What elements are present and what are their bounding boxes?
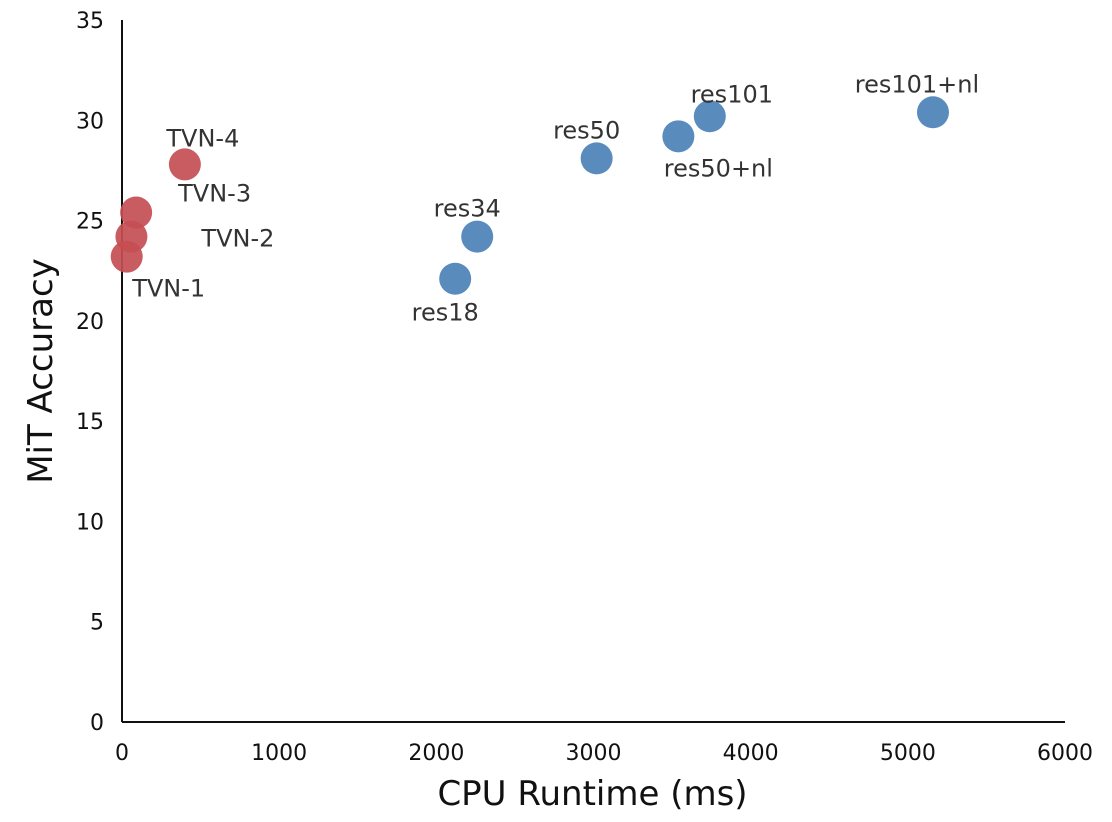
x-tick-label: 3000 [566,741,622,766]
y-tick-label: 15 [76,410,104,435]
data-point-tvn-3 [120,196,153,229]
y-axis-title: MiT Accuracy [21,258,61,484]
data-point-tvn-2 [115,220,148,253]
y-tick-label: 25 [76,210,104,235]
point-label: res34 [434,195,501,223]
point-label: TVN-4 [165,124,239,152]
x-tick-label: 1000 [251,741,307,766]
point-label: TVN-1 [131,275,205,303]
data-point-res50-nl [662,120,695,153]
point-label: res50 [553,116,620,144]
y-tick-label: 30 [76,109,104,134]
point-label: TVN-3 [177,180,251,208]
y-tick-label: 35 [76,9,104,34]
data-points [110,96,949,295]
y-tick-label: 10 [76,510,104,535]
data-point-res101-nl [916,96,949,129]
x-tick-label: 2000 [408,741,464,766]
x-axis-title: CPU Runtime (ms) [437,774,747,814]
point-label: res50+nl [664,154,773,182]
y-tick-label: 0 [90,711,104,736]
x-tick-label: 0 [115,741,129,766]
y-tick-label: 20 [76,310,104,335]
data-point-res18 [439,262,472,295]
point-label: res101+nl [855,70,979,98]
data-point-res101 [693,100,726,133]
x-axis-ticks: 0 1000 2000 3000 4000 5000 6000 [115,741,1093,766]
x-tick-label: 5000 [880,741,936,766]
point-label: TVN-2 [200,225,274,253]
y-axis-ticks: 0 5 10 15 20 25 30 35 [76,9,104,736]
point-label: res18 [412,299,479,327]
x-tick-label: 6000 [1037,741,1093,766]
data-point-res34 [461,220,494,253]
point-labels: TVN-1 TVN-2 TVN-3 TVN-4 res18 res34 res50 res50… [131,70,979,326]
point-label: res101 [691,80,773,108]
x-tick-label: 4000 [723,741,779,766]
y-tick-label: 5 [90,611,104,636]
data-point-res50 [580,142,613,175]
data-point-tvn-4 [168,148,201,181]
